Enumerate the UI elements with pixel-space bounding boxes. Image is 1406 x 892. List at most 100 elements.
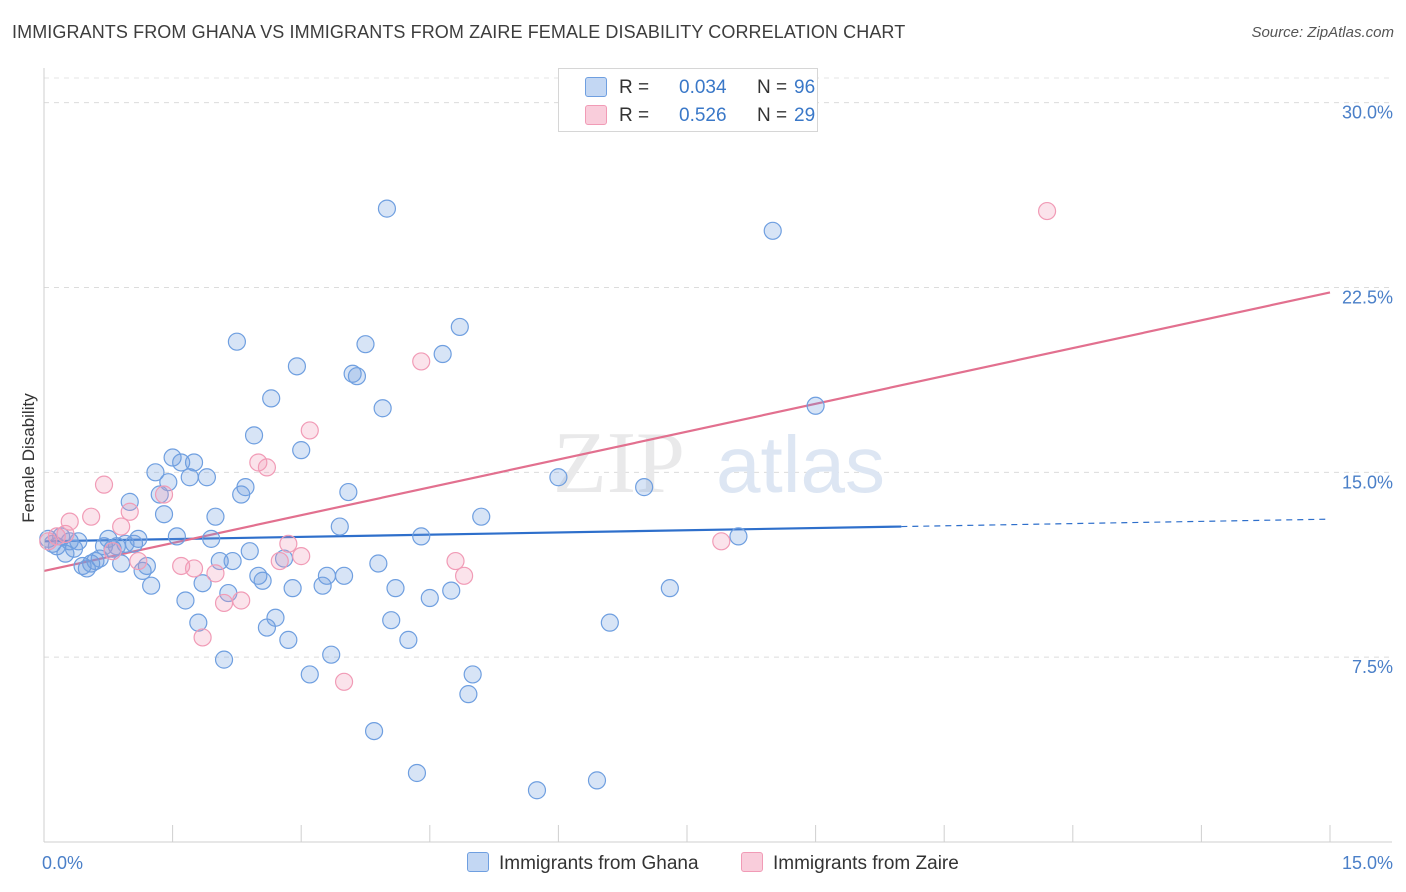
ghana-trend-extension [901, 518, 1331, 528]
ghana-point [339, 482, 358, 502]
ghana-point [300, 665, 319, 684]
ghana-point [266, 608, 285, 627]
ghana-legend-icon [467, 852, 489, 872]
ghana-point [369, 554, 388, 573]
ghana-point [382, 611, 401, 630]
ghana-point [142, 576, 161, 595]
ghana-point [806, 396, 825, 415]
ghana-point [317, 566, 337, 585]
zaire-point [446, 551, 465, 571]
ghana-point [442, 581, 461, 600]
ghana-point [236, 478, 255, 497]
zaire-point [232, 591, 251, 610]
watermark-zip-text: ZIP [553, 415, 685, 512]
ghana-point [283, 579, 302, 598]
ghana-point [407, 763, 427, 783]
zaire-point [154, 485, 174, 504]
ghana-point [292, 441, 311, 460]
zaire-point [334, 672, 354, 691]
ghana-point [463, 665, 482, 684]
zaire-point [103, 542, 122, 561]
ghana-point [364, 721, 384, 741]
zaire-point [60, 512, 79, 531]
ghana-point [373, 399, 392, 418]
zaire-point [249, 453, 268, 472]
ghana-point [600, 613, 619, 632]
chart-title: IMMIGRANTS FROM GHANA VS IMMIGRANTS FROM… [12, 22, 906, 42]
zaire-point [270, 551, 289, 571]
ghana-point [223, 551, 242, 571]
ghana-point [386, 579, 405, 598]
ghana-point [227, 332, 246, 351]
ghana-point [635, 478, 654, 497]
ghana-point [412, 527, 431, 546]
ghana-point [763, 221, 782, 240]
zaire-point [300, 421, 319, 440]
ghana-point [549, 468, 568, 487]
ghana-point [729, 527, 748, 546]
ghana-point [279, 630, 298, 650]
chart-source: Source: ZipAtlas.com [1251, 24, 1394, 41]
x-tick-label-max: 15.0% [1342, 853, 1393, 873]
zaire-swatch-icon [585, 105, 607, 125]
y-tick-label: 30.0% [1342, 103, 1393, 123]
ghana-point [356, 335, 375, 354]
ghana-point [472, 507, 491, 526]
ghana-point [137, 556, 156, 576]
ghana-point [206, 507, 225, 526]
zaire-point [193, 628, 212, 647]
ghana-point [167, 527, 186, 546]
legend-r-value: 0.034 [679, 77, 727, 98]
legend-r-label: R = [619, 77, 650, 98]
ghana-point [262, 389, 281, 408]
ghana-point [399, 630, 418, 650]
zaire-point [1037, 201, 1057, 221]
zaire-point [120, 502, 139, 521]
ghana-point [197, 468, 216, 487]
ghana-point [377, 199, 397, 218]
ghana-point [120, 492, 139, 511]
zaire-point [257, 458, 277, 477]
ghana-point [154, 505, 174, 524]
ghana-point [433, 344, 452, 364]
ghana-point [244, 426, 264, 445]
ghana-point [527, 781, 547, 800]
zaire-point [712, 532, 731, 551]
zaire-point [184, 559, 204, 578]
ghana-point [330, 517, 349, 536]
zaire-trend-line [43, 291, 1331, 572]
ghana-point [189, 613, 208, 632]
y-axis-label: Female Disability [19, 393, 38, 523]
y-tick-label: 15.0% [1342, 472, 1393, 492]
legend-n-value: 29 [794, 105, 816, 126]
ghana-point [150, 485, 169, 504]
zaire-point [292, 547, 311, 566]
legend-n-value: 96 [794, 77, 816, 98]
zaire-point [94, 475, 114, 494]
zaire-point [206, 564, 225, 583]
legend-n-label: N = [757, 105, 788, 126]
ghana-point [129, 529, 148, 548]
series-legend-zaire: Immigrants from Zaire [741, 852, 959, 875]
ghana-point [420, 588, 439, 608]
ghana-point [587, 771, 607, 790]
ghana-point [347, 367, 367, 386]
zaire-point [412, 352, 431, 371]
y-tick-label: 22.5% [1342, 287, 1393, 307]
zaire-legend-label: Immigrants from Zaire [773, 853, 959, 874]
zaire-point [129, 551, 148, 571]
ghana-point [313, 576, 332, 595]
watermark: ZIP atlas [553, 415, 885, 512]
ghana-point [214, 650, 234, 669]
ghana-swatch-icon [585, 77, 607, 97]
ghana-point [287, 357, 307, 376]
zaire-point [214, 593, 234, 613]
zaire-point [279, 534, 298, 553]
ghana-point [450, 317, 469, 337]
ghana-point [322, 645, 341, 664]
ghana-point [202, 529, 221, 548]
ghana-point [184, 453, 204, 472]
ghana-point [146, 463, 165, 482]
y-tick-label: 7.5% [1352, 657, 1393, 677]
